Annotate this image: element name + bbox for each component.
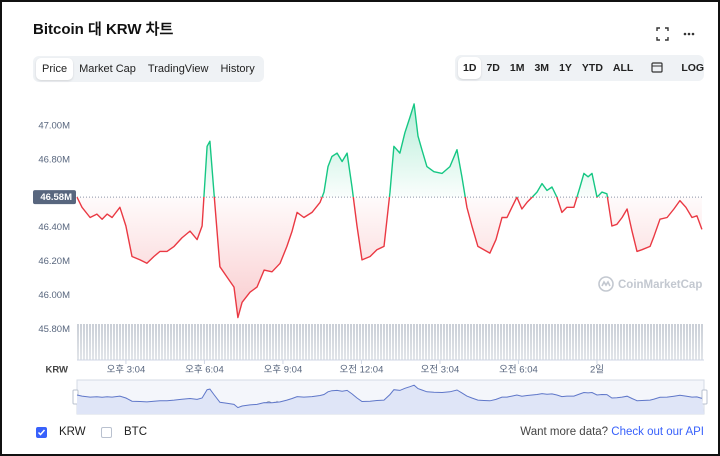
x-tick-label: 오후 6:04 bbox=[185, 365, 224, 376]
tab[interactable]: TradingView bbox=[147, 63, 209, 75]
header-icons bbox=[656, 27, 695, 41]
footer: Want more data? Check out our API bbox=[520, 426, 704, 438]
legend-item[interactable]: BTC bbox=[101, 426, 147, 438]
reference-label: 46.58M bbox=[40, 192, 72, 203]
calendar-button[interactable] bbox=[646, 56, 668, 81]
check bbox=[37, 429, 46, 436]
legend-label: KRW bbox=[59, 426, 86, 438]
log-button[interactable]: LOG bbox=[681, 62, 705, 74]
y-tick-label: 45.80M bbox=[38, 324, 70, 335]
axis-unit: KRW bbox=[45, 365, 68, 376]
checkbox[interactable] bbox=[101, 426, 112, 438]
legend-label: BTC bbox=[124, 426, 147, 438]
range-button[interactable]: 3M bbox=[534, 62, 550, 74]
y-tick-label: 47.00M bbox=[38, 120, 70, 131]
api-link[interactable]: Check out our API bbox=[611, 426, 704, 438]
x-tick-label: 2일 bbox=[590, 365, 604, 376]
range-group: 1D 7D 1M 3M 1Y YTD ALL LOG bbox=[455, 55, 704, 81]
tab[interactable]: Market Cap bbox=[79, 63, 136, 75]
y-tick-label: 46.00M bbox=[38, 290, 70, 301]
range-button[interactable]: 7D bbox=[486, 62, 500, 74]
tab[interactable]: History bbox=[220, 63, 255, 75]
navigator-area bbox=[77, 385, 704, 414]
range-button[interactable]: 1D bbox=[458, 57, 482, 79]
volume-bars bbox=[77, 324, 704, 360]
area-down bbox=[77, 197, 702, 318]
tab-group: Price Market Cap TradingView History bbox=[33, 56, 264, 82]
area-up bbox=[203, 103, 608, 198]
range-button[interactable]: 1Y bbox=[559, 62, 572, 74]
legend-item[interactable]: KRW bbox=[36, 426, 86, 438]
navigator-line bbox=[76, 384, 703, 409]
navigator-handle[interactable] bbox=[701, 389, 708, 405]
more-icon[interactable] bbox=[683, 32, 695, 36]
chart: CoinMarketCap KRW 45.80M 46.00M 46.20M 46.4… bbox=[33, 103, 708, 415]
calendar-icon bbox=[651, 61, 663, 73]
tab[interactable]: Price bbox=[36, 58, 74, 80]
x-tick-label: 오전 3:04 bbox=[421, 365, 460, 376]
title: Bitcoin 대 KRW 차트 bbox=[33, 21, 174, 38]
x-tick-label: 오후 9:04 bbox=[264, 365, 303, 376]
watermark-logo bbox=[598, 276, 614, 292]
range-button[interactable]: YTD bbox=[581, 62, 603, 74]
y-tick-label: 46.40M bbox=[38, 222, 70, 233]
footer-text: Want more data? bbox=[520, 426, 609, 438]
x-tick-label: 오전 6:04 bbox=[499, 365, 538, 376]
y-tick-label: 46.20M bbox=[38, 256, 70, 267]
checkbox[interactable] bbox=[36, 426, 47, 438]
x-tick-label: 오후 3:04 bbox=[107, 365, 146, 376]
x-tick-label: 오전 12:04 bbox=[339, 365, 383, 376]
reference-label-bg bbox=[33, 190, 76, 205]
range-button[interactable]: 1M bbox=[509, 62, 525, 74]
range-button[interactable]: ALL bbox=[612, 62, 634, 74]
fullscreen-icon[interactable] bbox=[656, 27, 669, 41]
price-line bbox=[76, 103, 703, 319]
watermark: CoinMarketCap bbox=[618, 279, 702, 291]
y-tick-label: 46.80M bbox=[38, 154, 70, 165]
